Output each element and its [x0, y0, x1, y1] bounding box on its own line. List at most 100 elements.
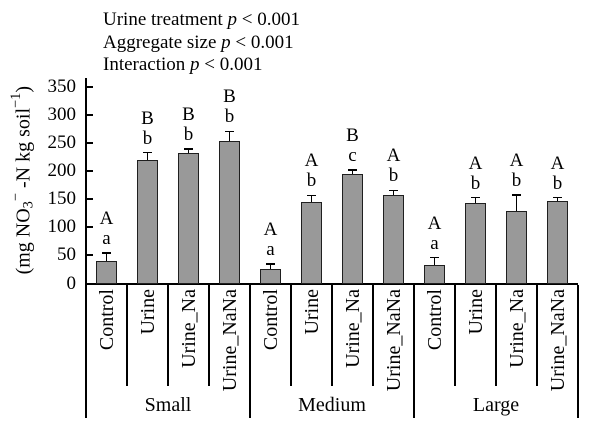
x-label-small-urine_na: Urine_Na: [177, 289, 200, 368]
error-bar-line: [556, 197, 559, 201]
error-bar-cap: [143, 151, 152, 154]
y-tick-mark: [86, 226, 93, 229]
y-tick-label: 100: [47, 216, 77, 238]
stat-pvalue: < 0.001: [199, 54, 263, 75]
category-separator: [495, 285, 497, 386]
letter-upper: B: [346, 125, 359, 147]
category-separator: [167, 285, 169, 386]
x-axis-line: [84, 282, 578, 285]
category-separator: [454, 285, 456, 386]
stat-pvalue: < 0.001: [237, 9, 300, 30]
p-symbol: p: [190, 54, 200, 75]
error-bar-cap: [307, 194, 316, 197]
p-symbol: p: [221, 31, 231, 53]
error-bar-cap: [512, 194, 521, 196]
error-bar-cap: [348, 169, 357, 171]
letter-lower: b: [183, 123, 194, 145]
letter-lower: b: [306, 170, 317, 192]
letter-lower: a: [102, 228, 111, 250]
category-separator: [126, 285, 128, 386]
letter-lower: b: [224, 106, 235, 128]
letter-lower: b: [142, 127, 153, 149]
error-bar-line: [351, 170, 354, 174]
bar-small-urine_na: [178, 153, 199, 284]
error-bar-line: [146, 152, 149, 160]
stat-line-interaction: Interaction p < 0.001: [103, 54, 300, 77]
bar-small-control: [96, 261, 117, 284]
letter-upper: A: [468, 152, 483, 174]
x-label-medium-urine_na: Urine_Na: [341, 289, 364, 368]
letter-lower: b: [552, 172, 563, 194]
letter-lower: c: [348, 145, 357, 167]
group-separator: [577, 285, 579, 418]
letter-lower: b: [470, 172, 481, 194]
category-separator: [372, 285, 374, 386]
y-tick-label: 150: [47, 188, 77, 210]
y-tick-mark: [86, 282, 93, 285]
bar-large-urine: [465, 203, 486, 284]
stat-line-aggregate-size: Aggregate size p < 0.001: [103, 32, 300, 55]
y-tick-mark: [86, 114, 93, 117]
error-bar-line: [105, 253, 108, 262]
error-bar-line: [474, 197, 477, 204]
group-label-large: Large: [472, 394, 520, 416]
group-separator: [413, 285, 415, 418]
letter-lower: b: [511, 169, 522, 191]
letter-upper: A: [386, 145, 401, 167]
p-symbol: p: [227, 9, 238, 30]
error-bar-cap: [266, 263, 275, 265]
error-bar-cap: [553, 196, 562, 199]
error-bar-line: [269, 263, 272, 270]
error-bar-cap: [225, 130, 234, 133]
bar-medium-urine: [301, 202, 322, 284]
x-label-small-urine_nana: Urine_NaNa: [218, 289, 241, 392]
error-bar-cap: [389, 189, 398, 192]
error-bar-cap: [184, 148, 193, 150]
nitrate-superscript-minus: −: [8, 192, 24, 202]
y-tick-mark: [86, 254, 93, 257]
y-tick-mark: [86, 170, 93, 173]
category-separator: [536, 285, 538, 386]
stat-label: Urine treatment: [103, 9, 228, 30]
y-tick-mark: [86, 198, 93, 201]
error-bar-cap: [102, 252, 111, 254]
stat-pvalue: < 0.001: [230, 31, 294, 53]
bar-medium-control: [260, 269, 281, 284]
error-bar-line: [187, 148, 190, 154]
stat-line-urine-treatment: Urine treatment p < 0.001: [103, 9, 300, 32]
y-tick-label: 300: [47, 104, 77, 126]
error-bar-line: [392, 190, 395, 195]
letter-lower: b: [388, 165, 399, 187]
y-tick-label: 50: [57, 244, 76, 266]
group-label-small: Small: [144, 394, 192, 416]
x-label-medium-control: Control: [259, 289, 282, 351]
y-axis-line: [84, 78, 87, 285]
letter-upper: A: [550, 152, 565, 174]
x-label-medium-urine: Urine: [300, 289, 323, 335]
error-bar-line: [310, 195, 313, 203]
x-label-large-urine_nana: Urine_NaNa: [546, 289, 569, 392]
letter-upper: B: [182, 103, 195, 125]
group-separator: [249, 285, 251, 418]
y-tick-label: 200: [47, 160, 77, 182]
bar-medium-urine_nana: [383, 194, 404, 284]
stat-label: Interaction: [103, 54, 191, 75]
x-label-medium-urine_nana: Urine_NaNa: [382, 289, 405, 392]
x-label-large-control: Control: [423, 289, 446, 351]
category-separator: [331, 285, 333, 386]
bar-large-urine_nana: [547, 200, 568, 284]
group-label-medium: Medium: [298, 394, 366, 416]
bar-large-urine_na: [506, 210, 527, 284]
y-tick-label: 0: [66, 272, 77, 294]
bar-large-control: [424, 264, 445, 284]
